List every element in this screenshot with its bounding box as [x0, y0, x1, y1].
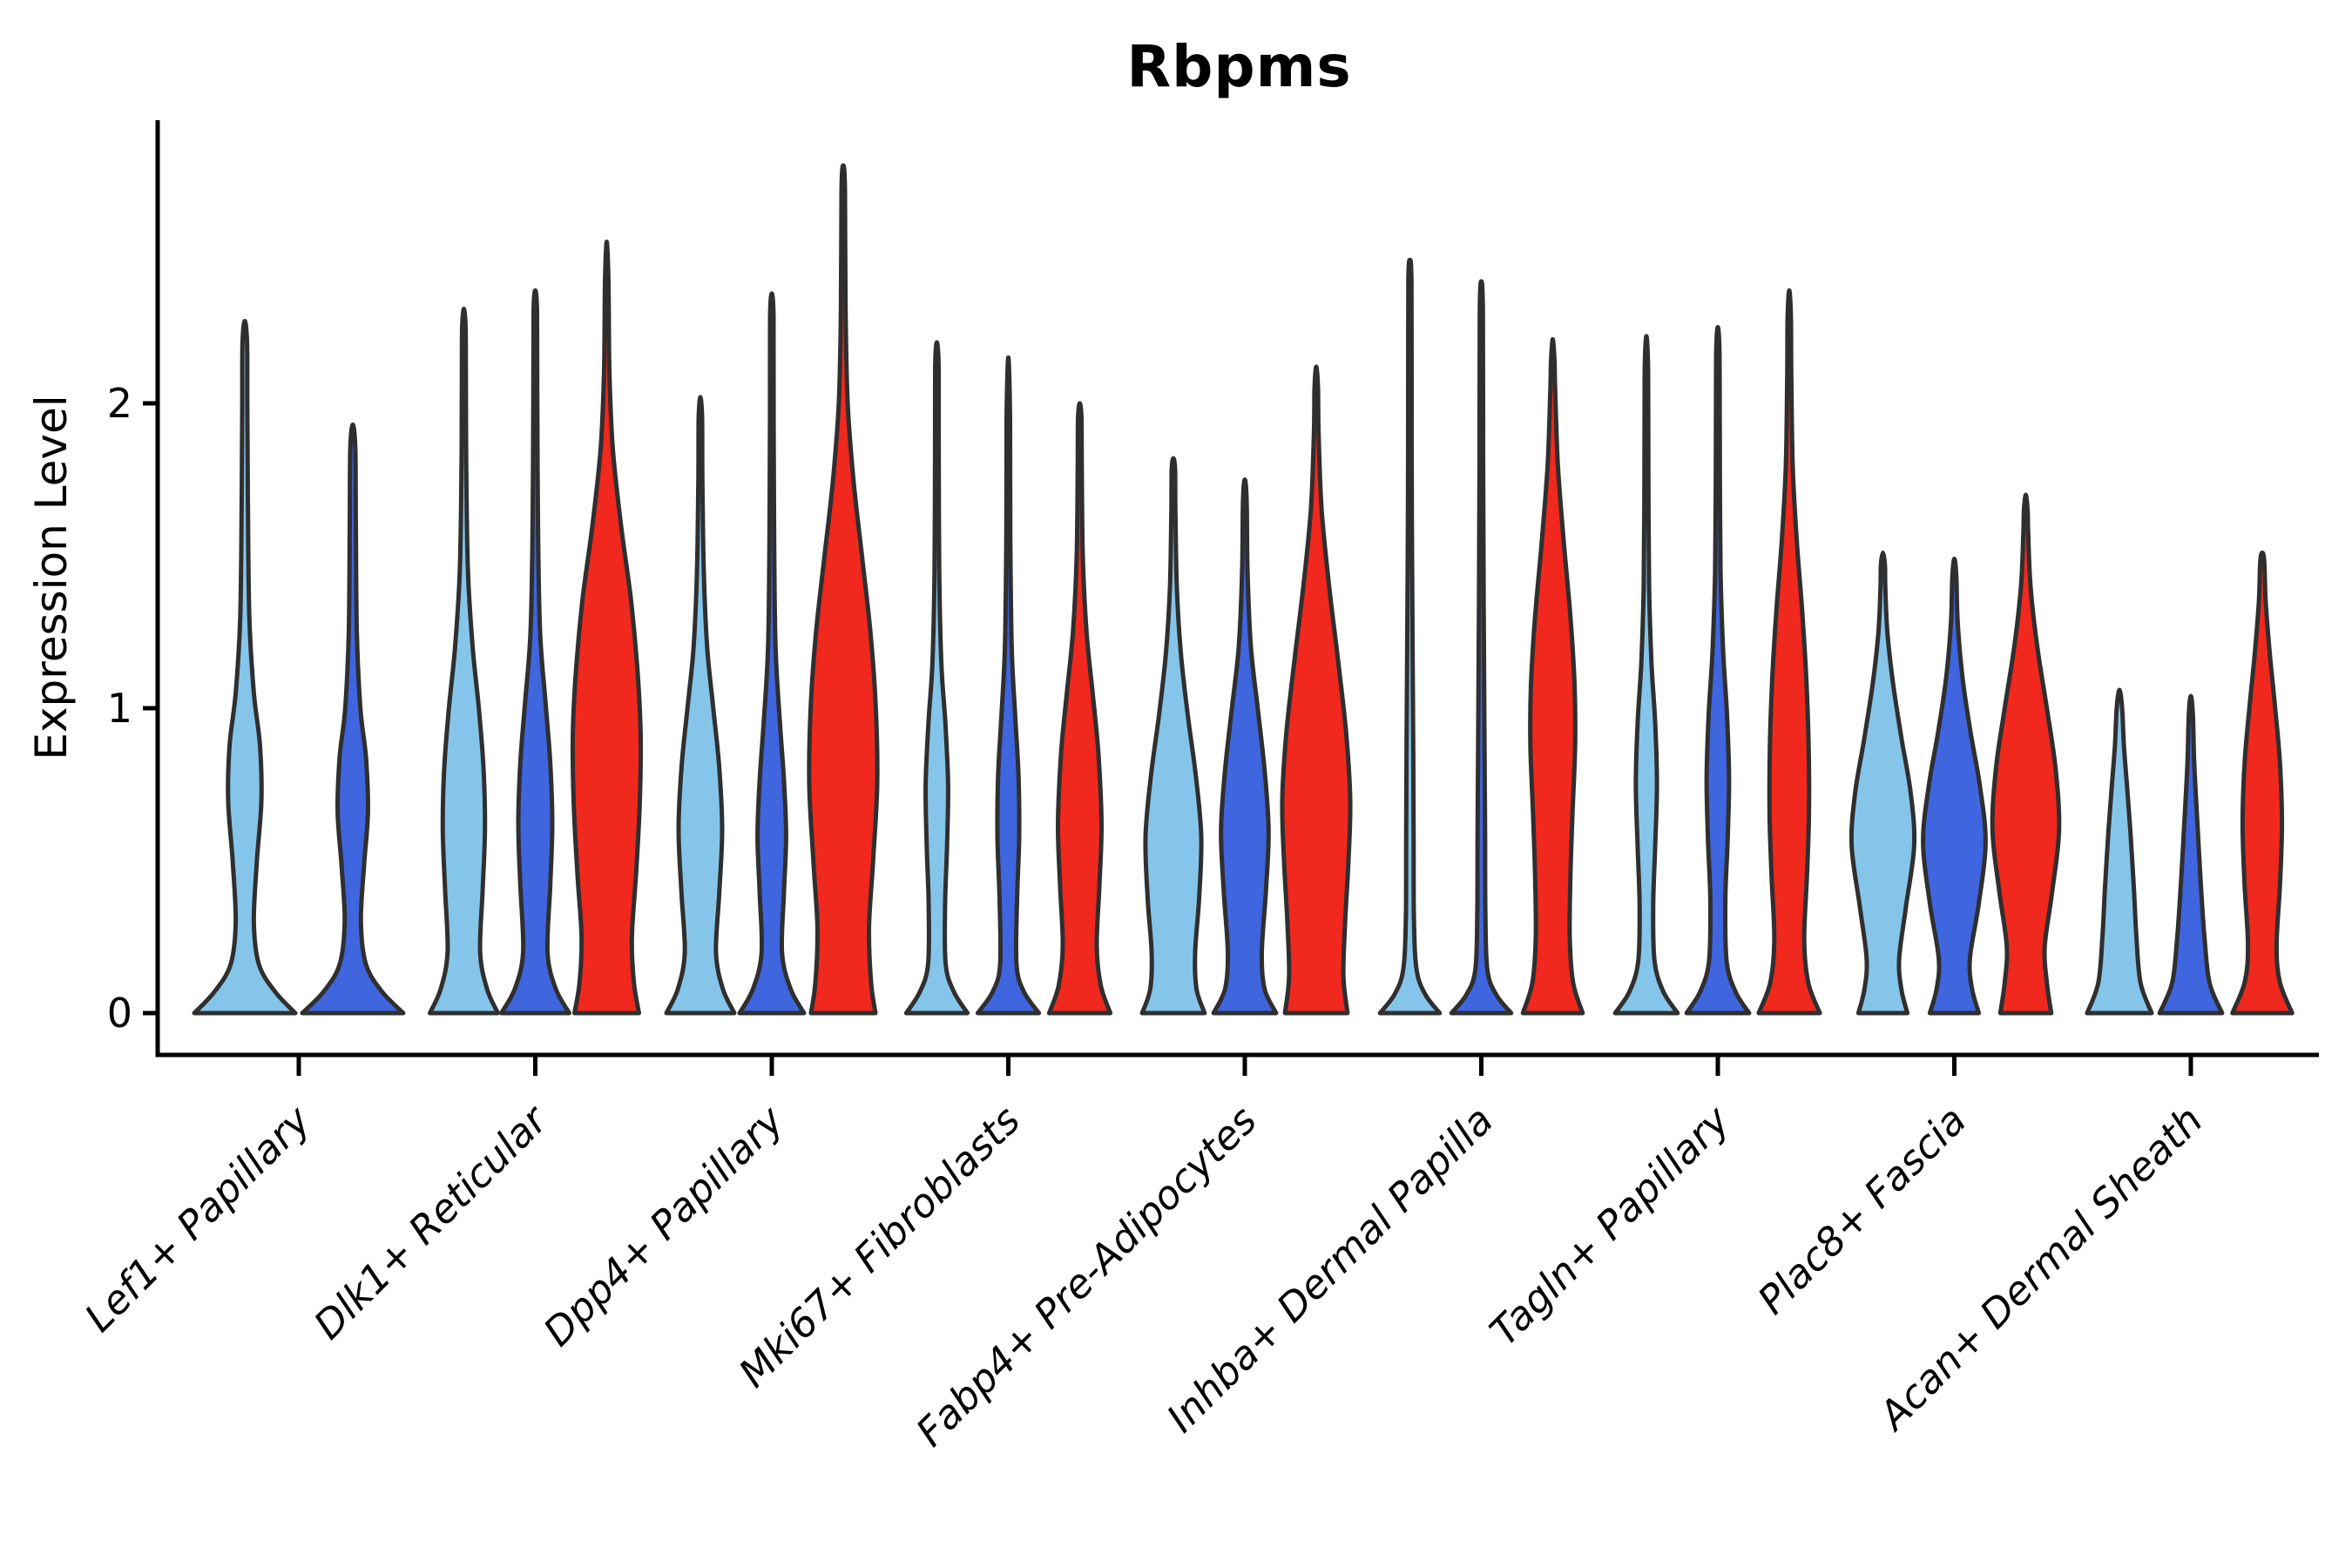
violin-red — [2230, 551, 2295, 1016]
violin-dark_blue — [975, 355, 1042, 1016]
chart-title: Rbpms — [1126, 33, 1352, 100]
violin-dark_blue — [300, 422, 406, 1016]
y-tick-label: 2 — [107, 380, 132, 427]
violin-red — [1280, 364, 1353, 1016]
violin-light_blue — [192, 319, 298, 1016]
x-tick-label: Tagln+ Papillary — [1481, 1096, 1740, 1355]
x-tick-label: Lef1+ Papillary — [76, 1096, 321, 1341]
violin-red — [1756, 288, 1822, 1016]
violin-dark_blue — [1684, 325, 1752, 1016]
violin-light_blue — [2085, 687, 2154, 1016]
violin-red — [570, 240, 644, 1016]
violin-dark_blue — [1211, 477, 1279, 1016]
violin-light_blue — [1848, 551, 1917, 1016]
y-axis-label: Expression Level — [26, 395, 77, 760]
violin-light_blue — [1377, 257, 1443, 1016]
y-tick-label: 1 — [107, 685, 132, 732]
violin-red — [1520, 337, 1585, 1016]
violin-red — [1990, 492, 2062, 1016]
violin-dark_blue — [1921, 557, 1988, 1016]
x-tick-label: Dlk1+ Reticular — [305, 1096, 558, 1348]
violin-light_blue — [428, 307, 500, 1016]
violin-red — [1046, 401, 1113, 1016]
violin-red — [807, 163, 880, 1016]
violin-dark_blue — [499, 288, 571, 1016]
violin-dark_blue — [1449, 279, 1514, 1016]
violin-dark_blue — [737, 291, 807, 1016]
x-tick-label: Plac8+ Fascia — [1749, 1097, 1976, 1323]
violin-light_blue — [1612, 334, 1680, 1016]
violin-light_blue — [903, 340, 970, 1016]
violin-dark_blue — [2157, 693, 2225, 1016]
violin-light_blue — [664, 395, 737, 1016]
y-tick-label: 0 — [107, 990, 132, 1037]
x-tick-label: Dpp4+ Papillary — [535, 1096, 794, 1355]
violin-light_blue — [1139, 456, 1207, 1016]
